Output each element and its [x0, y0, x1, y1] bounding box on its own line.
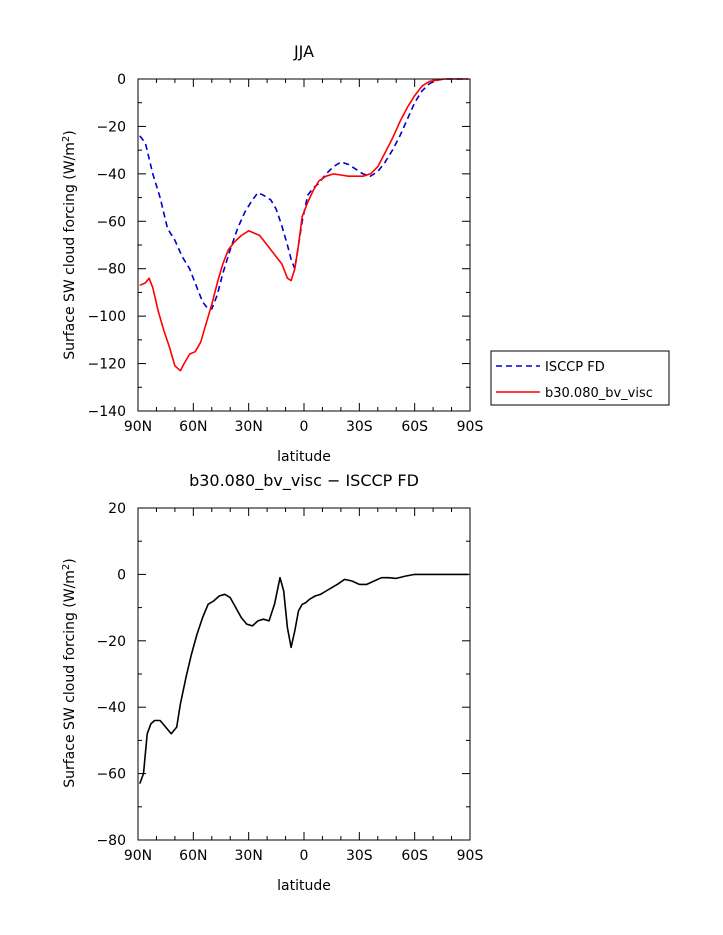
legend-label-isccp-fd: ISCCP FD	[545, 360, 605, 375]
bottom-x-tick-label: 60S	[401, 848, 428, 864]
bottom-y-tick-label: −60	[96, 767, 126, 783]
top-x-tick-label: 60S	[401, 419, 428, 435]
top-y-tick-label: −100	[88, 309, 126, 325]
legend: ISCCP FD b30.080_bv_visc	[490, 350, 670, 406]
top-plot-frame	[137, 78, 471, 412]
top-y-tick-label: −120	[88, 357, 126, 373]
bottom-y-axis-title-sup: 2	[61, 564, 72, 570]
bottom-y-tick-label: 0	[117, 567, 126, 583]
top-series-line-b30-080-bv-visc	[139, 78, 469, 372]
top-x-axis-title: latitude	[277, 449, 331, 465]
bottom-y-tick-label: −80	[96, 833, 126, 849]
bottom-series-line-difference	[139, 573, 469, 784]
top-y-axis-title-sup: 2	[61, 136, 72, 142]
bottom-chart: b30.080_bv_visc − ISCCP FD Surface SW cl…	[61, 471, 484, 894]
top-x-tick-label: 60N	[179, 419, 207, 435]
bottom-y-axis-title-text: Surface SW cloud forcing (W/m	[62, 570, 78, 788]
bottom-x-tick-label: 30N	[235, 848, 263, 864]
top-chart-title: JJA	[293, 42, 314, 61]
bottom-x-tick-label: 0	[300, 848, 309, 864]
top-y-tick-label: −20	[96, 119, 126, 135]
bottom-x-tick-label: 30S	[346, 848, 373, 864]
top-y-tick-label: −40	[96, 167, 126, 183]
legend-box	[490, 350, 670, 406]
bottom-x-tick-label: 90N	[124, 848, 152, 864]
bottom-y-tick-label: −20	[96, 634, 126, 650]
bottom-x-axis-title: latitude	[277, 878, 331, 894]
bottom-series	[139, 573, 469, 784]
top-chart: JJA Surface SW cloud forcing (W/m2) lati…	[61, 42, 484, 465]
bottom-y-axis-title-close: )	[62, 558, 78, 563]
bottom-ticks: 90N 60N 30N 0 30S 60S 90S 20 0 −20 −40 −60 −80	[96, 501, 483, 864]
top-ticks: 90N 60N 30N 0 30S 60S 90S 0 −20 −40 −60 −80 −100 −120…	[88, 72, 484, 435]
bottom-x-tick-label: 90S	[457, 848, 484, 864]
bottom-y-axis-title: Surface SW cloud forcing (W/m2)	[61, 558, 79, 788]
top-x-tick-label: 90N	[124, 419, 152, 435]
top-x-tick-label: 0	[300, 419, 309, 435]
top-y-tick-label: −80	[96, 262, 126, 278]
top-series-line-isccp-fd	[139, 78, 469, 310]
top-y-axis-title: Surface SW cloud forcing (W/m2)	[61, 130, 79, 360]
top-y-tick-label: 0	[117, 72, 126, 88]
top-x-tick-label: 30N	[235, 419, 263, 435]
bottom-chart-title: b30.080_bv_visc − ISCCP FD	[189, 471, 419, 491]
top-x-tick-label: 90S	[457, 419, 484, 435]
top-x-tick-label: 30S	[346, 419, 373, 435]
bottom-plot-frame	[137, 507, 471, 841]
bottom-x-tick-label: 60N	[179, 848, 207, 864]
top-y-axis-title-text: Surface SW cloud forcing (W/m	[62, 142, 78, 360]
top-y-axis-title-close: )	[62, 130, 78, 135]
top-y-tick-label: −60	[96, 214, 126, 230]
bottom-y-tick-label: 20	[108, 501, 126, 517]
top-y-tick-label: −140	[88, 404, 126, 420]
legend-label-b30: b30.080_bv_visc	[545, 386, 653, 401]
top-series	[139, 78, 469, 372]
svg-text:Surface SW cloud forcing (W/m2: Surface SW cloud forcing (W/m2)	[61, 130, 79, 360]
svg-text:Surface SW cloud forcing (W/m2: Surface SW cloud forcing (W/m2)	[61, 558, 79, 788]
bottom-y-tick-label: −40	[96, 700, 126, 716]
